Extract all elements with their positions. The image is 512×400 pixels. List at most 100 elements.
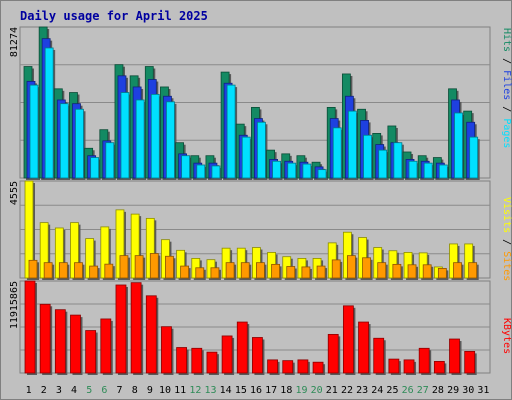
pages-bar: [287, 162, 297, 179]
sites-bar: [407, 264, 417, 279]
panel-3-legend: KBytes: [501, 318, 512, 354]
x-tick-label: 4: [71, 385, 77, 396]
kbytes-bar: [252, 337, 263, 374]
pages-bar: [378, 149, 388, 179]
pages-bar: [469, 136, 479, 179]
x-tick-label: 27: [417, 385, 429, 396]
kbytes-bar: [373, 337, 385, 374]
pages-bar: [241, 136, 251, 179]
sites-bar: [240, 262, 250, 279]
chart-title: Daily usage for April 2025: [20, 9, 208, 23]
kbytes-bar: [161, 326, 172, 374]
kbytes-bar: [282, 360, 294, 374]
kbytes-bar: [464, 350, 476, 374]
sites-bar: [453, 262, 462, 279]
x-tick-label: 30: [462, 385, 474, 396]
pages-bar: [44, 47, 54, 179]
panel-1-max-label: 81274: [9, 27, 20, 57]
kbytes-bar: [449, 338, 460, 374]
kbytes-bar: [312, 361, 324, 374]
legend-separator: /: [501, 100, 512, 118]
sites-bar: [89, 265, 99, 279]
sites-bar: [316, 265, 326, 279]
sites-bar: [58, 262, 68, 279]
x-tick-label: 14: [220, 385, 232, 396]
kbytes-bar: [206, 351, 218, 374]
x-tick-label: 12: [189, 385, 201, 396]
pages-bar: [257, 121, 266, 179]
kbytes-bar: [267, 359, 278, 374]
pages-bar: [120, 92, 130, 179]
pages-bar: [181, 155, 191, 179]
x-tick-label: 18: [280, 385, 292, 396]
pages-bar: [438, 164, 448, 179]
kbytes-bar: [236, 321, 248, 374]
sites-bar: [377, 262, 387, 279]
kbytes-bar: [39, 303, 51, 374]
x-tick-label: 23: [356, 385, 368, 396]
x-tick-label: 15: [235, 385, 247, 396]
sites-bar: [271, 263, 280, 279]
pages-bar: [196, 164, 206, 179]
sites-bar: [437, 268, 447, 279]
sites-bar: [104, 263, 114, 279]
x-tick-label: 22: [341, 385, 353, 396]
panel-2-max-label: 4555: [9, 181, 20, 205]
pages-bar: [90, 157, 100, 179]
sites-bar: [256, 262, 265, 279]
legend-pages: Pages: [501, 118, 512, 148]
sites-bar: [180, 265, 190, 279]
kbytes-bar: [191, 347, 203, 374]
pages-bar: [423, 162, 433, 179]
x-tick-label: 1: [26, 385, 32, 396]
x-tick-label: 26: [402, 385, 414, 396]
pages-bar: [317, 169, 327, 179]
pages-bar: [393, 142, 403, 179]
pages-bar: [29, 84, 39, 179]
pages-bar: [302, 163, 312, 179]
legend-sites: Sites: [501, 251, 512, 281]
x-tick-label: 24: [371, 385, 383, 396]
pages-bar: [75, 108, 84, 179]
legend-hits: Hits: [501, 28, 512, 52]
sites-bar: [225, 262, 235, 279]
kbytes-bar: [297, 359, 309, 374]
kbytes-bar: [24, 280, 36, 374]
x-tick-label: 8: [132, 385, 138, 396]
legend-kbytes: KBytes: [501, 318, 512, 354]
x-tick-label: 29: [447, 385, 459, 396]
sites-bar: [149, 253, 159, 279]
sites-bar: [301, 266, 311, 279]
x-tick-label: 11: [174, 385, 186, 396]
pages-bar: [211, 165, 221, 179]
pages-bar: [347, 110, 357, 179]
pages-bar: [105, 142, 115, 179]
x-tick-label: 13: [204, 385, 216, 396]
kbytes-bar: [130, 282, 142, 374]
pages-bar: [226, 84, 236, 179]
kbytes-bar: [433, 361, 445, 374]
pages-bar: [166, 101, 175, 179]
kbytes-bar: [115, 284, 127, 374]
x-tick-label: 16: [250, 385, 262, 396]
legend-separator: /: [501, 233, 512, 251]
x-tick-label: 31: [477, 385, 489, 396]
x-tick-label: 3: [56, 385, 62, 396]
panel-3-max-label: 11915865: [9, 281, 20, 329]
sites-bar: [28, 259, 38, 279]
panel-1-legend: Hits / Files / Pages: [501, 28, 512, 148]
pages-bar: [272, 160, 281, 179]
x-tick-label: 5: [86, 385, 92, 396]
kbytes-bar: [85, 330, 97, 374]
kbytes-bar: [388, 358, 400, 374]
x-tick-label: 6: [101, 385, 107, 396]
sites-bar: [74, 262, 83, 279]
kbytes-bar: [70, 314, 81, 374]
legend-files: Files: [501, 70, 512, 100]
x-tick-label: 10: [159, 385, 171, 396]
kbytes-bar: [54, 309, 66, 374]
x-tick-label: 21: [326, 385, 338, 396]
x-tick-label: 19: [295, 385, 307, 396]
sites-bar: [165, 255, 174, 279]
